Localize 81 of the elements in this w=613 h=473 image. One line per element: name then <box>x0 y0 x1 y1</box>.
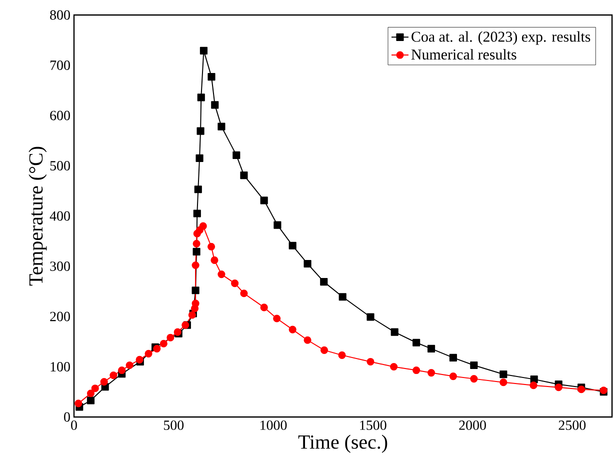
point <box>412 366 420 374</box>
x-tick-label: 0 <box>71 420 77 430</box>
point <box>211 101 219 109</box>
point <box>366 313 374 321</box>
point <box>192 300 200 308</box>
point <box>390 362 398 371</box>
point <box>500 370 508 378</box>
point <box>126 361 134 370</box>
point <box>231 280 239 288</box>
point <box>194 186 202 194</box>
point <box>288 326 296 334</box>
y-tick-label: 600 <box>50 110 70 120</box>
point <box>260 196 268 204</box>
point <box>210 256 218 264</box>
point <box>166 334 174 342</box>
point <box>218 270 226 278</box>
point <box>200 46 208 54</box>
point <box>218 122 226 130</box>
point <box>192 286 200 294</box>
point <box>554 384 562 392</box>
legend-label: Numerical results <box>411 49 516 60</box>
point <box>110 372 118 380</box>
point <box>232 151 240 159</box>
x-tick-label: 2000 <box>459 420 486 430</box>
point <box>530 376 538 384</box>
point <box>86 396 95 404</box>
x-tick-label: 2500 <box>558 420 586 430</box>
point <box>412 338 420 346</box>
y-axis-title: Temperature (°C) <box>28 146 47 286</box>
point <box>193 210 201 218</box>
point <box>288 242 296 250</box>
x-tick-label: 1000 <box>260 420 287 430</box>
point <box>240 172 248 180</box>
point <box>196 127 204 135</box>
point <box>273 314 281 322</box>
point <box>274 221 282 229</box>
point <box>500 378 508 386</box>
x-tick-label: 500 <box>164 420 184 430</box>
point <box>304 260 312 268</box>
point <box>304 336 312 344</box>
point <box>338 293 346 301</box>
y-tick-label: 100 <box>50 362 70 372</box>
point <box>197 94 205 102</box>
point <box>470 361 478 370</box>
point <box>427 368 436 377</box>
point <box>144 350 152 358</box>
point <box>118 366 126 374</box>
point <box>192 248 200 256</box>
y-tick-label: 800 <box>50 10 70 20</box>
point <box>366 358 374 366</box>
point <box>91 384 99 392</box>
point <box>192 240 200 248</box>
point <box>530 382 538 390</box>
y-tick-label: 0 <box>64 412 70 422</box>
point <box>427 344 436 352</box>
x-axis-title: Time (sec.) <box>298 434 388 453</box>
y-tick-label: 700 <box>50 60 70 70</box>
y-tick-label: 300 <box>50 262 70 271</box>
point <box>390 328 398 336</box>
x-tick-label: 1500 <box>360 420 386 430</box>
point <box>86 390 95 398</box>
point <box>260 304 268 312</box>
point <box>100 378 108 386</box>
point <box>196 154 204 162</box>
point <box>208 73 216 81</box>
point <box>199 222 207 230</box>
y-tick-label: 500 <box>50 161 70 170</box>
point <box>208 242 216 250</box>
point <box>160 340 168 348</box>
y-tick-label: 200 <box>50 312 70 322</box>
point <box>338 351 346 359</box>
point <box>74 400 82 408</box>
point <box>449 354 457 362</box>
point <box>449 372 457 380</box>
y-tick-label: 400 <box>50 211 70 221</box>
point <box>320 346 328 354</box>
point <box>240 290 248 298</box>
legend-label: Coa at. al. (2023) exp. results <box>412 31 590 45</box>
point <box>470 375 478 383</box>
point <box>192 261 200 270</box>
point <box>320 278 328 286</box>
